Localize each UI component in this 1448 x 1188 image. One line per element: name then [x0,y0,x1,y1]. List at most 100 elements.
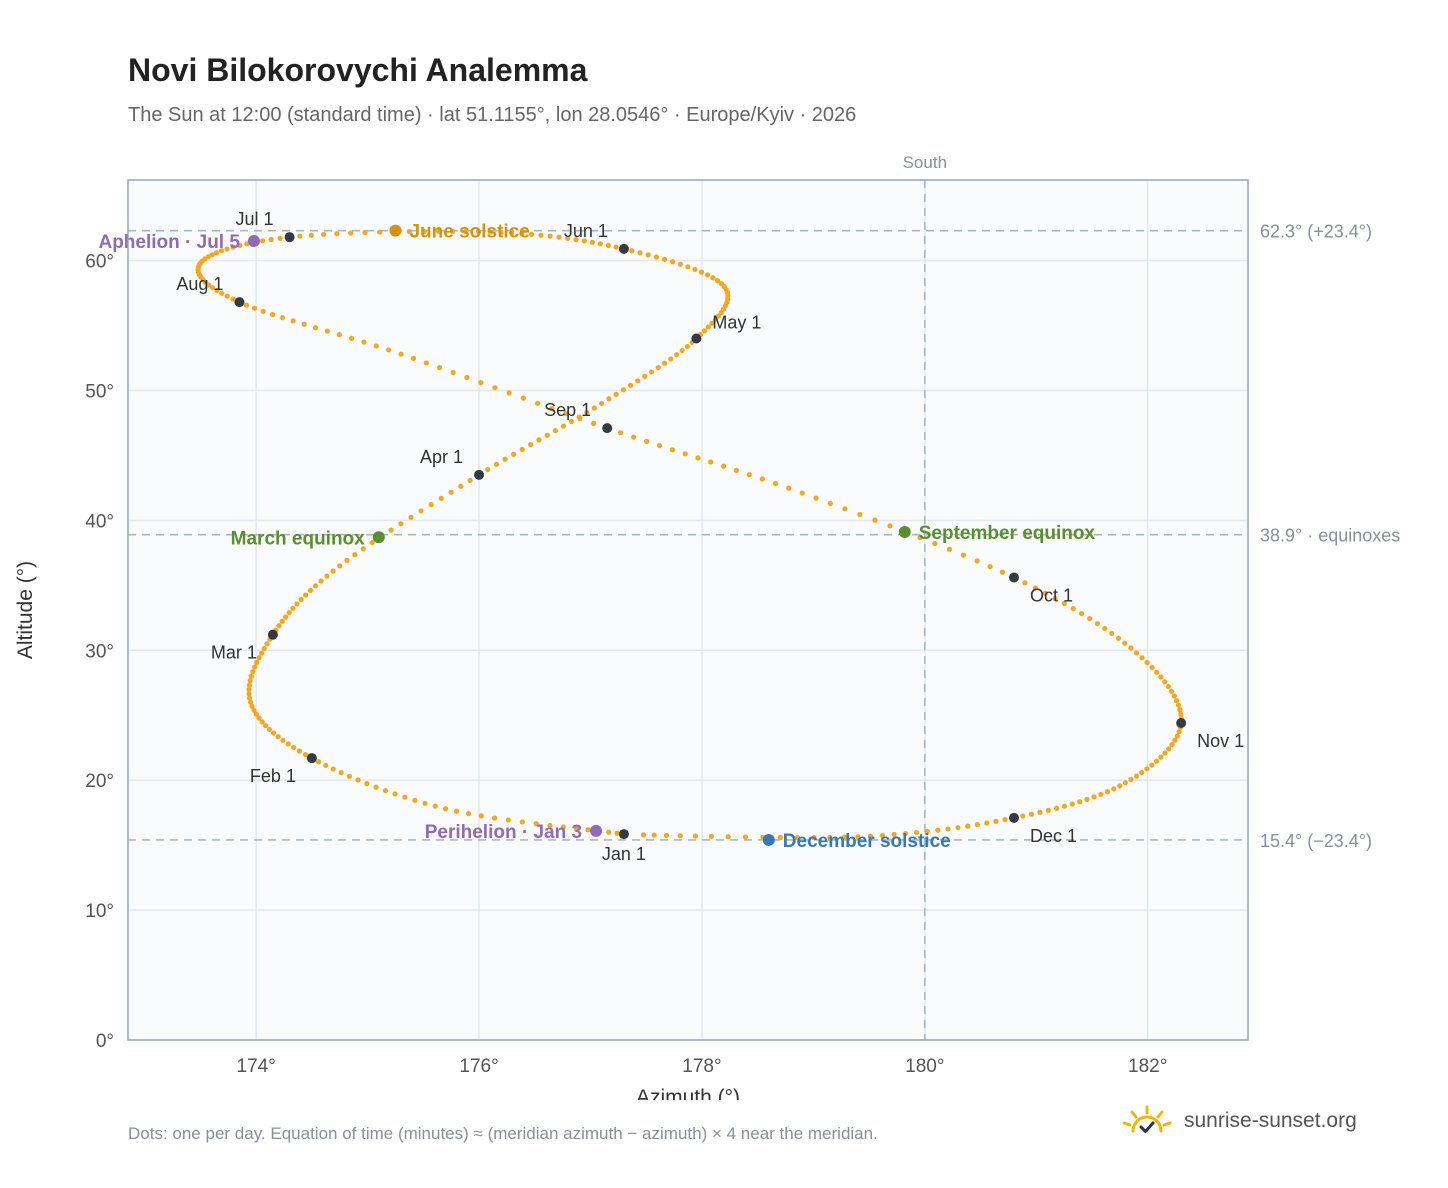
daily-position-dot [364,780,370,787]
daily-position-dot [552,428,559,434]
daily-position-dot [577,415,583,422]
daily-position-dot [458,483,464,489]
daily-position-dot [1053,805,1060,811]
daily-position-dot [509,230,515,236]
daily-position-dot [720,463,727,469]
daily-position-dot [247,678,253,684]
daily-position-dot [224,246,230,252]
daily-position-dot [256,715,262,721]
y-tick-label: 0° [96,1031,114,1052]
daily-position-dot [1070,605,1076,612]
daily-position-dot [999,569,1006,575]
daily-position-dot [708,833,714,839]
daily-position-dot [280,737,286,743]
daily-position-dot [677,833,683,839]
daily-position-dot [637,250,643,256]
daily-position-dot [1128,776,1134,783]
daily-position-dot [355,777,361,783]
daily-position-dot [841,834,848,840]
daily-position-dot [210,285,216,291]
daily-position-dot [1104,789,1111,795]
daily-position-dot [1175,702,1182,708]
daily-position-dot [251,305,258,311]
daily-position-dot [450,369,456,376]
daily-position-dot [519,230,525,237]
daily-position-dot [511,451,517,457]
meridian-line-group: South [903,153,947,1040]
daily-position-dot [206,282,212,288]
daily-position-dot [1133,650,1140,656]
daily-position-dot [827,500,833,507]
daily-position-dot [410,355,417,361]
daily-position-dot [662,360,668,366]
daily-position-dot [573,236,579,243]
daily-position-dot [945,826,951,832]
daily-position-dot [585,827,591,833]
daily-position-dot [243,302,250,308]
month-marker-dot [267,629,278,640]
month-marker-label: Mar 1 [211,643,257,663]
daily-position-dot [344,557,350,563]
daily-position-dot [1028,811,1035,817]
daily-position-dot [1158,754,1164,760]
daily-position-dot [307,587,314,594]
meridian-label: South [903,153,947,172]
x-tick-label: 176° [459,1056,498,1077]
plot-area [128,180,1248,1040]
daily-position-dot [330,568,336,574]
daily-position-dot [568,418,574,425]
daily-position-dot [1087,615,1093,622]
daily-position-dot [704,272,711,278]
daily-position-dot [811,835,817,841]
daily-position-dot [698,269,705,275]
daily-position-dot [1098,791,1104,797]
daily-position-dot [219,290,225,296]
reference-line-label: 62.3° (+23.4°) [1260,222,1372,242]
month-markers: Jan 1 Feb 1 Mar 1 Apr 1 May 1 Jun 1 Jul 1 Aug 1… [176,209,1244,864]
daily-position-dot [505,817,511,823]
daily-position-dot [254,659,260,665]
daily-position-dot [402,794,408,800]
daily-position-dot [714,278,721,284]
footnote: Dots: one per day. Equation of time (min… [128,1124,878,1143]
daily-position-dot [286,610,292,616]
daily-position-dot [549,405,555,412]
daily-position-dot [606,829,612,835]
daily-position-dot [917,534,923,541]
daily-position-dot [266,726,273,732]
daily-position-dot [786,485,792,491]
daily-position-dot [369,540,375,546]
daily-position-dot [965,823,971,829]
daily-position-dot [336,332,342,338]
daily-position-dot [879,832,886,838]
analemma-daily-path [195,228,1184,841]
daily-position-dot [629,248,635,254]
daily-position-dot [663,832,670,838]
daily-position-dot [1162,679,1168,685]
daily-position-dot [330,766,336,772]
month-marker-label: Aug 1 [176,274,223,294]
month-marker-dot [1176,718,1187,729]
daily-position-dot [1052,595,1058,602]
daily-position-dot [338,770,344,776]
daily-position-dot [993,818,999,824]
daily-position-dot [715,313,722,319]
daily-position-dot [597,241,603,247]
daily-position-dot [1178,711,1184,717]
daily-position-dot [1094,620,1101,627]
daily-position-dot [887,523,893,529]
daily-position-dot [251,707,257,713]
brand[interactable]: sunrise-sunset.org [1120,1104,1357,1138]
event-label: Aphelion · Jul 5 [98,232,240,253]
daily-position-dot [502,456,508,462]
daily-position-dot [303,592,309,598]
daily-position-dot [712,317,718,323]
daily-position-dot [1174,733,1180,739]
daily-position-dot [249,703,255,709]
daily-position-dot [1061,600,1067,607]
daily-position-dot [710,275,716,281]
daily-position-dot [493,461,500,467]
daily-position-dot [1077,799,1083,805]
daily-position-dot [247,699,254,705]
x-tick-label: 180° [905,1056,944,1077]
